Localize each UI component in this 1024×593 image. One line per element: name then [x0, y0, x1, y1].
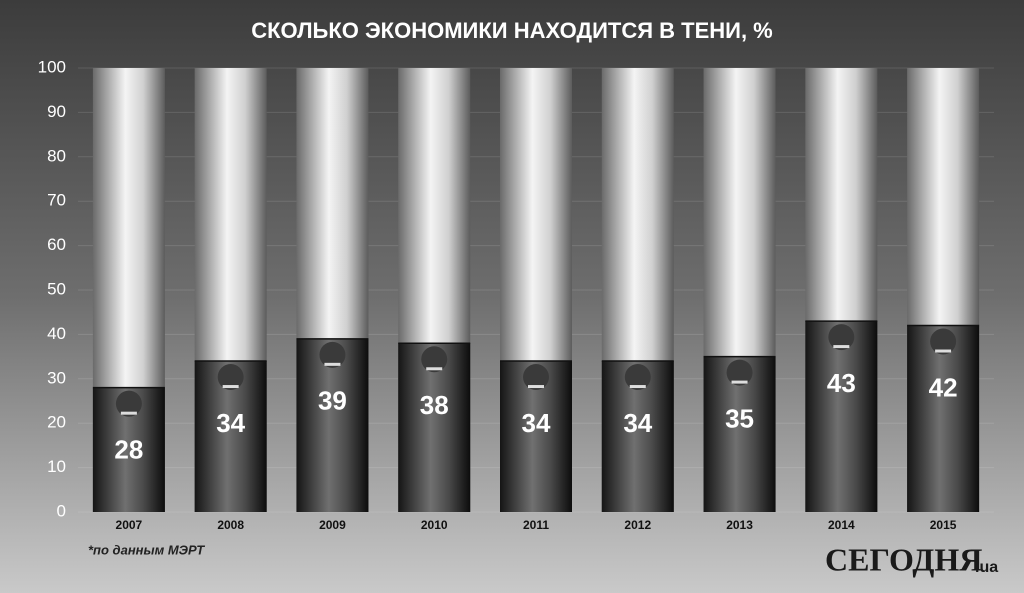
x-tick-label: 2010 [421, 518, 448, 532]
y-tick-label: 50 [47, 279, 66, 298]
x-tick-label: 2013 [726, 518, 753, 532]
shadow-head [726, 359, 753, 386]
x-tick-label: 2007 [116, 518, 143, 532]
shadow-eyes [528, 385, 544, 389]
y-tick-label: 20 [47, 413, 66, 432]
value-label: 34 [216, 408, 245, 438]
x-tick-label: 2014 [828, 518, 855, 532]
value-label: 34 [623, 408, 652, 438]
bar [805, 321, 878, 512]
value-label: 39 [318, 386, 347, 416]
shadow-eyes [222, 385, 239, 389]
y-tick-label: 40 [47, 324, 66, 343]
value-label: 34 [522, 408, 551, 438]
y-tick-label: 10 [47, 457, 66, 476]
y-tick-label: 70 [47, 191, 66, 210]
x-tick-label: 2012 [624, 518, 651, 532]
shadow-eyes [935, 349, 952, 353]
y-tick-label: 100 [38, 57, 66, 76]
shadow-head [319, 341, 346, 368]
shadow-eyes [426, 367, 443, 371]
chart-title: СКОЛЬКО ЭКОНОМИКИ НАХОДИТСЯ В ТЕНИ, % [251, 18, 773, 43]
shadow-head [930, 328, 957, 355]
value-label: 28 [114, 435, 143, 465]
source-note: *по данным МЭРТ [88, 542, 205, 557]
y-tick-label: 30 [47, 368, 66, 387]
shadow-head [217, 364, 244, 391]
y-tick-label: 90 [47, 102, 66, 121]
shadow-eyes [731, 380, 748, 384]
x-tick-label: 2009 [319, 518, 346, 532]
value-label: 43 [827, 368, 856, 398]
value-label: 38 [420, 390, 449, 420]
x-tick-label: 2011 [523, 518, 549, 532]
shadow-head [421, 346, 448, 373]
shadow-eyes [324, 362, 341, 366]
shadow-eyes [120, 411, 137, 415]
shadow-eyes [833, 345, 850, 349]
shadow-head [115, 390, 142, 417]
shadow-eyes [629, 385, 646, 389]
y-tick-label: 60 [47, 235, 66, 254]
brand-logo: СЕГОДНЯ [825, 541, 982, 577]
brand-domain: .ua [975, 559, 998, 576]
value-label: 42 [929, 372, 958, 402]
y-tick-label: 80 [47, 146, 66, 165]
value-label: 35 [725, 403, 754, 433]
y-tick-label: 0 [57, 501, 66, 520]
shadow-head [828, 324, 855, 351]
shadow-head [624, 364, 651, 391]
x-tick-label: 2008 [217, 518, 244, 532]
bar [907, 325, 980, 512]
shadow-head [523, 364, 549, 391]
x-tick-label: 2015 [930, 518, 957, 532]
